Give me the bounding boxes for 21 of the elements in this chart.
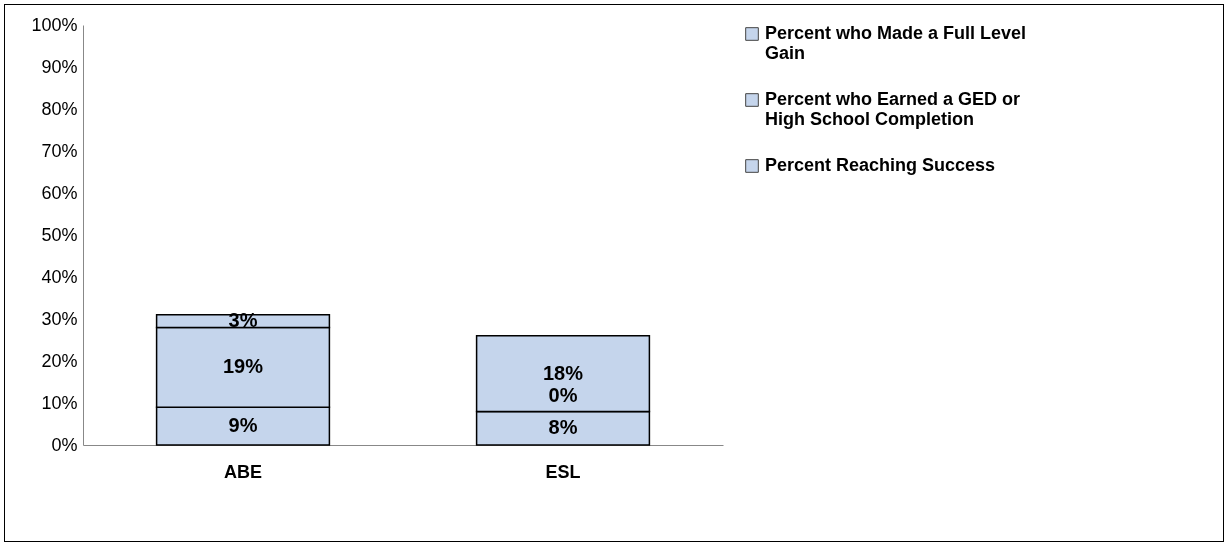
data-label: 0% bbox=[548, 384, 578, 407]
legend-label: Percent who Made a Full Level Gain bbox=[765, 23, 1027, 63]
y-tick-label: 20% bbox=[41, 350, 78, 371]
y-tick-label: 40% bbox=[41, 266, 78, 287]
x-tick-label: ESL bbox=[545, 461, 581, 482]
legend-label: Percent Reaching Success bbox=[765, 155, 996, 175]
y-tick-label: 30% bbox=[41, 308, 78, 329]
data-label: 18% bbox=[542, 361, 584, 384]
y-tick-label: 70% bbox=[41, 140, 78, 161]
data-label: 8% bbox=[548, 416, 578, 439]
data-label: 19% bbox=[222, 355, 264, 378]
y-tick-label: 80% bbox=[41, 98, 78, 119]
y-tick-label: 60% bbox=[41, 182, 78, 203]
y-tick-label: 90% bbox=[41, 56, 78, 77]
x-tick-label: ABE bbox=[223, 461, 263, 482]
y-tick-label: 10% bbox=[41, 392, 78, 413]
y-tick-label: 50% bbox=[41, 224, 78, 245]
legend-label: Percent who Earned a GED or High School Completion bbox=[765, 89, 1021, 129]
data-label: 9% bbox=[228, 414, 258, 437]
y-tick-label: 0% bbox=[51, 434, 78, 455]
y-tick-label: 100% bbox=[31, 14, 78, 35]
